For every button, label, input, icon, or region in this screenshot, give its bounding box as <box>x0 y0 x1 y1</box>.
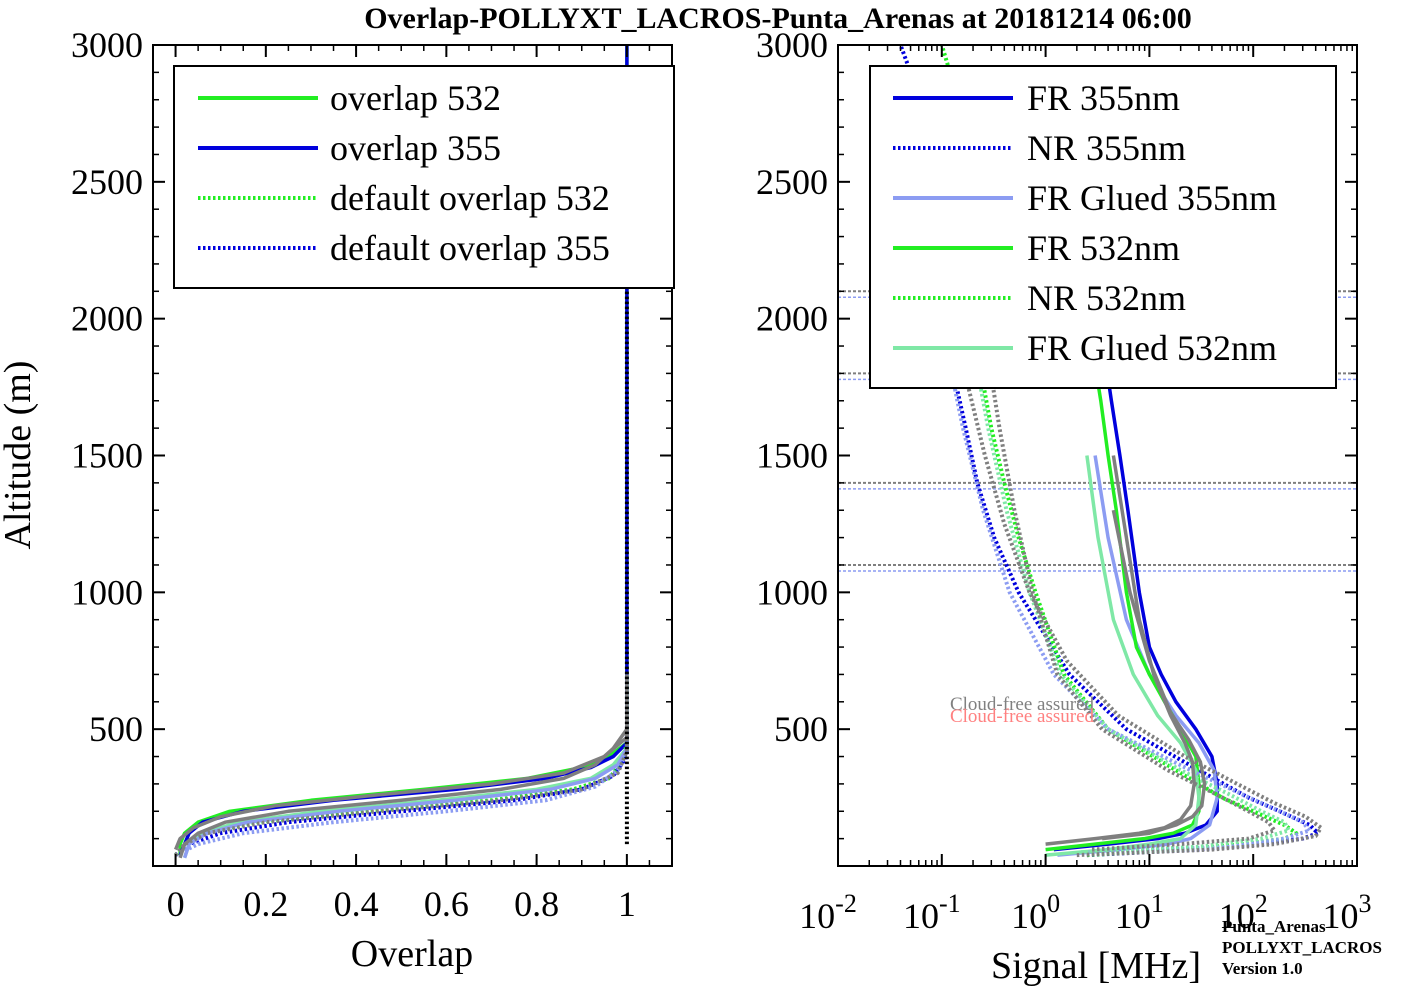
aux-gray-11-line <box>984 345 1277 852</box>
watermark-site: Punta_Arenas <box>1222 917 1326 936</box>
y-axis-label: Altitude (m) <box>0 361 39 550</box>
fr-glued-532nm-line <box>1045 455 1201 857</box>
y-tick-label: 1500 <box>756 436 828 476</box>
y-tick-label: 2000 <box>756 299 828 339</box>
cloud-free-note-red: Cloud-free assured <box>950 706 1095 727</box>
signal-x-axis-label: Signal [MHz] <box>991 945 1201 987</box>
legend-label: default overlap 532 <box>330 178 610 218</box>
x-tick-label: 1 <box>618 884 636 924</box>
overlap-legend: overlap 532 overlap 355 default overlap 53… <box>173 65 675 289</box>
legend-label: FR Glued 532nm <box>1027 328 1277 368</box>
y-tick-label: 1000 <box>71 572 143 612</box>
aux-gray-8-line <box>1045 455 1196 846</box>
x-tick-label: 10-1 <box>903 889 961 936</box>
x-tick-label: 0.4 <box>334 884 379 924</box>
y-tick-label: 1000 <box>756 572 828 612</box>
y-tick-label: 3000 <box>71 25 143 65</box>
cloud-free-note-gray: Cloud-free assured <box>950 694 1095 715</box>
legend-label: NR 532nm <box>1027 278 1186 318</box>
x-tick-label: 0.8 <box>514 884 559 924</box>
aux-light-blue-6-line <box>174 729 629 857</box>
x-tick-label: 103 <box>1323 889 1372 936</box>
y-tick-label: 500 <box>89 709 143 749</box>
watermark-instrument: POLLYXT_LACROS <box>1222 938 1382 957</box>
legend-label: FR 355nm <box>1027 78 1180 118</box>
x-tick-label: 101 <box>1115 889 1164 936</box>
signal-legend: FR 355nm NR 355nm FR Glued 355nm FR 532nm NR… <box>869 65 1337 389</box>
y-tick-label: 1500 <box>71 436 143 476</box>
y-tick-label: 2500 <box>756 162 828 202</box>
y-tick-label: 3000 <box>756 25 828 65</box>
overlap-panel: 500 1000 1500 2000 2500 3000 0 0.2 0.4 0.6 0.8 1 ov… <box>0 25 675 975</box>
legend-box <box>173 65 675 289</box>
legend-label: default overlap 355 <box>330 228 610 268</box>
x-tick-label: 10-2 <box>799 889 857 936</box>
y-tick-label: 500 <box>774 709 828 749</box>
overlap-ticks: 500 1000 1500 2000 2500 3000 0 0.2 0.4 0.6 0.8 1 <box>71 25 672 924</box>
x-tick-label: 0 <box>167 884 185 924</box>
legend-label: overlap 532 <box>330 78 501 118</box>
legend-label: NR 355nm <box>1027 128 1186 168</box>
aux-gray-9-line <box>1101 509 1207 841</box>
y-tick-label: 2500 <box>71 162 143 202</box>
overlap-x-axis-label: Overlap <box>351 933 473 975</box>
x-tick-label: 0.2 <box>243 884 288 924</box>
aux-gray-9-line <box>174 729 629 857</box>
legend-label: FR 532nm <box>1027 228 1180 268</box>
legend-label: FR Glued 355nm <box>1027 178 1277 218</box>
x-tick-label: 100 <box>1011 889 1060 936</box>
default-overlap-355-line <box>174 729 629 857</box>
legend-box <box>869 65 1337 389</box>
watermark: Punta_Arenas POLLYXT_LACROS Version 1.0 <box>1222 917 1382 978</box>
legend-label: overlap 355 <box>330 128 501 168</box>
y-tick-label: 2000 <box>71 299 143 339</box>
aux-light-blue-6-line <box>929 290 1312 855</box>
x-tick-label: 0.6 <box>424 884 469 924</box>
watermark-version: Version 1.0 <box>1222 959 1303 978</box>
fr-355nm-line <box>1053 291 1219 852</box>
aux-gray-8-line <box>173 712 629 851</box>
chart-title: Overlap-POLLYXT_LACROS-Punta_Arenas at 2… <box>364 2 1192 35</box>
overlap-lines <box>173 45 629 859</box>
